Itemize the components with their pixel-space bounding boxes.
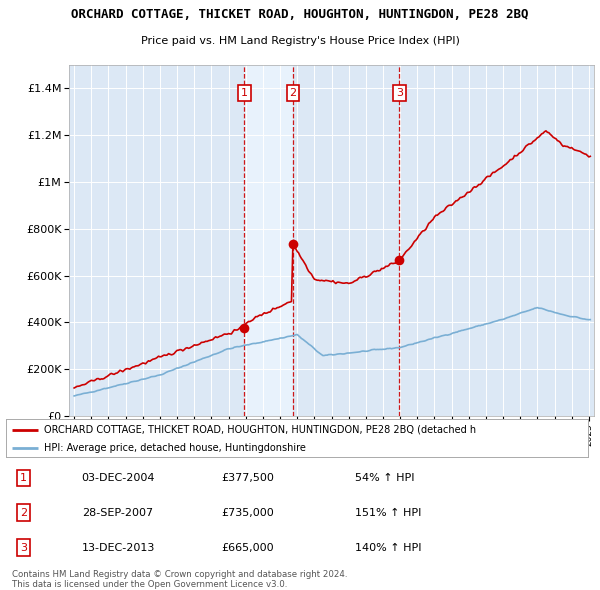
Text: ORCHARD COTTAGE, THICKET ROAD, HOUGHTON, HUNTINGDON, PE28 2BQ: ORCHARD COTTAGE, THICKET ROAD, HOUGHTON,… <box>71 8 529 21</box>
Text: 1: 1 <box>241 88 248 98</box>
Bar <box>244 65 293 416</box>
Text: Price paid vs. HM Land Registry's House Price Index (HPI): Price paid vs. HM Land Registry's House … <box>140 37 460 47</box>
Text: £665,000: £665,000 <box>221 543 274 552</box>
Text: 03-DEC-2004: 03-DEC-2004 <box>82 473 155 483</box>
Text: 54% ↑ HPI: 54% ↑ HPI <box>355 473 415 483</box>
Text: 140% ↑ HPI: 140% ↑ HPI <box>355 543 422 552</box>
Text: 3: 3 <box>20 543 27 552</box>
Text: £377,500: £377,500 <box>221 473 274 483</box>
Text: 2: 2 <box>20 507 27 517</box>
Text: 13-DEC-2013: 13-DEC-2013 <box>82 543 155 552</box>
Text: 3: 3 <box>396 88 403 98</box>
Text: This data is licensed under the Open Government Licence v3.0.: This data is licensed under the Open Gov… <box>12 581 287 589</box>
Text: HPI: Average price, detached house, Huntingdonshire: HPI: Average price, detached house, Hunt… <box>44 442 306 453</box>
Text: 2: 2 <box>289 88 296 98</box>
Text: 1: 1 <box>20 473 27 483</box>
Text: ORCHARD COTTAGE, THICKET ROAD, HOUGHTON, HUNTINGDON, PE28 2BQ (detached h: ORCHARD COTTAGE, THICKET ROAD, HOUGHTON,… <box>44 425 476 435</box>
Text: Contains HM Land Registry data © Crown copyright and database right 2024.: Contains HM Land Registry data © Crown c… <box>12 570 347 579</box>
Text: 28-SEP-2007: 28-SEP-2007 <box>82 507 153 517</box>
Text: £735,000: £735,000 <box>221 507 274 517</box>
Text: 151% ↑ HPI: 151% ↑ HPI <box>355 507 422 517</box>
